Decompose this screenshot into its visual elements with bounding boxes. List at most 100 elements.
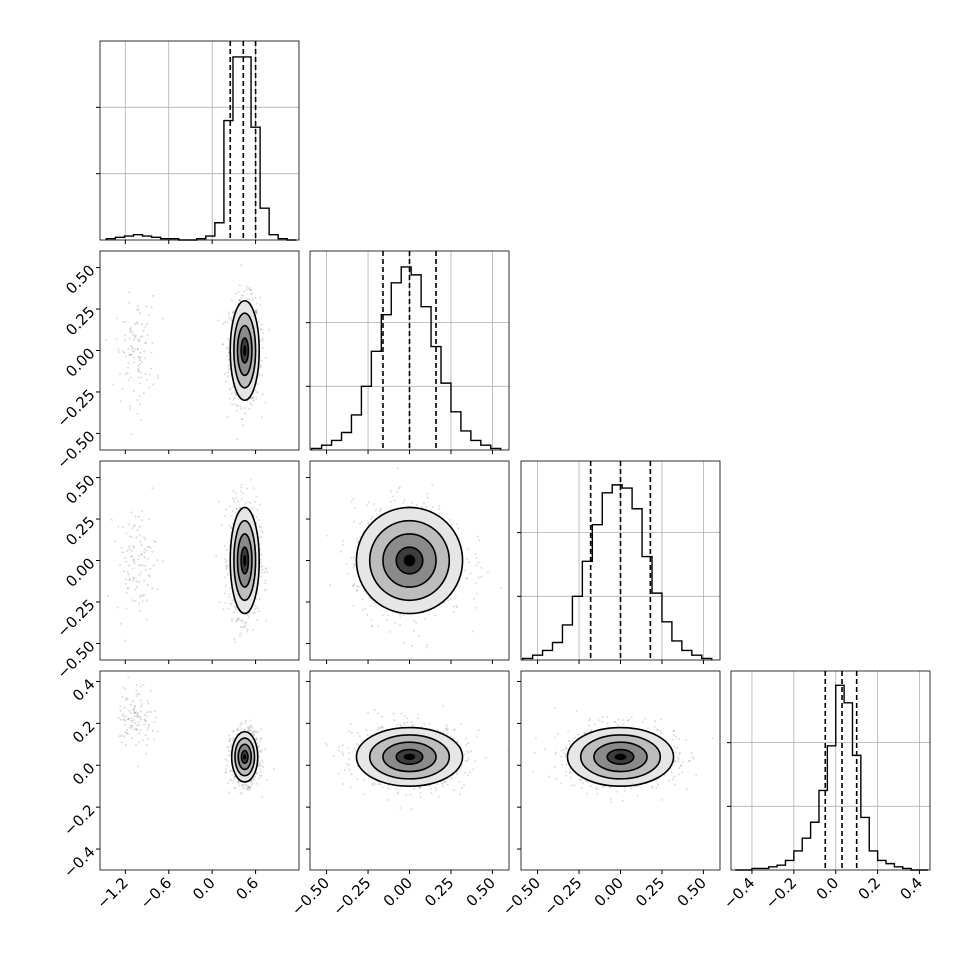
scatter-point	[127, 362, 130, 365]
scatter-point	[417, 713, 420, 716]
scatter-point	[241, 620, 244, 623]
scatter-point	[240, 296, 243, 299]
scatter-point	[438, 513, 441, 516]
scatter-point	[132, 334, 135, 337]
scatter-point	[230, 602, 233, 605]
scatter-point	[226, 321, 229, 324]
scatter-point	[119, 564, 122, 567]
scatter-point	[467, 561, 470, 564]
scatter-point	[242, 787, 245, 790]
scatter-point	[266, 570, 269, 573]
contour-line	[395, 748, 424, 766]
scatter-point	[342, 539, 345, 542]
scatter-point	[402, 501, 405, 504]
scatter-point	[263, 571, 266, 574]
scatter-point	[231, 509, 234, 512]
scatter-point	[258, 740, 261, 743]
scatter-point	[238, 284, 241, 287]
scatter-point	[356, 589, 359, 592]
scatter-point	[352, 556, 355, 559]
scatter-point	[238, 299, 241, 302]
scatter-point	[129, 353, 132, 356]
scatter-point	[224, 380, 227, 383]
scatter-point	[143, 548, 146, 551]
scatter-point	[260, 553, 263, 556]
scatter-point	[252, 777, 255, 780]
scatter-point	[446, 783, 449, 786]
scatter-point	[260, 764, 263, 767]
density-fill	[243, 345, 247, 356]
scatter-point	[243, 728, 246, 731]
scatter-point	[140, 553, 143, 556]
scatter-point	[131, 558, 134, 561]
scatter-point	[135, 724, 138, 727]
scatter-point	[455, 605, 458, 608]
scatter-point	[224, 602, 227, 605]
scatter-point	[137, 376, 140, 379]
scatter-point	[235, 619, 238, 622]
scatter-point	[129, 326, 132, 329]
scatter-point	[136, 308, 139, 311]
scatter-point	[226, 573, 229, 576]
contour-line	[240, 546, 250, 575]
scatter-point	[243, 407, 246, 410]
scatter-point	[463, 771, 466, 774]
scatter-point	[140, 718, 143, 721]
scatter-point	[145, 378, 148, 381]
scatter-point	[250, 397, 253, 400]
scatter-point	[147, 518, 150, 521]
scatter-point	[396, 490, 399, 493]
scatter-point	[141, 323, 144, 326]
scatter-point	[126, 549, 129, 552]
scatter-point	[261, 761, 264, 764]
scatter-point	[225, 566, 228, 569]
scatter-point	[486, 571, 489, 574]
scatter-point	[244, 624, 247, 627]
scatter-point	[373, 503, 376, 506]
scatter-point	[128, 405, 131, 408]
scatter-point	[119, 704, 122, 707]
scatter-point	[386, 798, 389, 801]
scatter-point	[256, 495, 259, 498]
scatter-point	[229, 587, 232, 590]
scatter-point	[233, 775, 236, 778]
scatter-point	[243, 625, 246, 628]
scatter-point	[248, 726, 251, 729]
scatter-point	[241, 492, 244, 495]
scatter-point	[377, 727, 380, 730]
scatter-point	[124, 743, 127, 746]
scatter-point	[250, 292, 253, 295]
scatter-point	[350, 500, 353, 503]
scatter-point	[449, 735, 452, 738]
scatter-point	[258, 373, 261, 376]
scatter-point	[436, 783, 439, 786]
scatter-point	[124, 639, 127, 642]
scatter-point	[249, 729, 252, 732]
scatter-point	[256, 391, 259, 394]
scatter-point	[133, 704, 136, 707]
scatter-point	[139, 716, 142, 719]
scatter-point	[136, 321, 139, 324]
scatter-point	[418, 635, 421, 638]
scatter-point	[255, 738, 258, 741]
histogram-panel-3	[727, 670, 931, 871]
scatter-point	[139, 351, 142, 354]
scatter-point	[137, 765, 140, 768]
scatter-point	[595, 786, 598, 789]
scatter-point	[131, 720, 134, 723]
scatter-point	[402, 613, 405, 616]
scatter-point	[463, 569, 466, 572]
scatter-point	[255, 310, 258, 313]
scatter-point	[234, 776, 237, 779]
scatter-point	[245, 630, 248, 633]
scatter-point	[126, 570, 129, 573]
scatter-point	[135, 580, 138, 583]
scatter-point	[225, 770, 228, 773]
scatter-point	[261, 795, 264, 798]
scatter-point	[251, 397, 254, 400]
scatter-point	[434, 614, 437, 617]
scatter-point	[132, 560, 135, 563]
scatter-point	[357, 731, 360, 734]
histogram-line	[310, 266, 502, 450]
scatter-point	[136, 412, 139, 415]
